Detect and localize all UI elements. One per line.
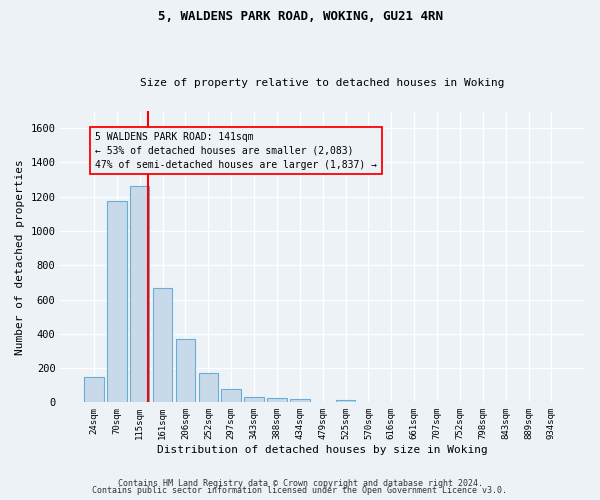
Bar <box>199 373 218 402</box>
Bar <box>153 288 172 403</box>
Bar <box>221 388 241 402</box>
Text: Contains HM Land Registry data © Crown copyright and database right 2024.: Contains HM Land Registry data © Crown c… <box>118 478 482 488</box>
X-axis label: Distribution of detached houses by size in Woking: Distribution of detached houses by size … <box>157 445 488 455</box>
Bar <box>290 399 310 402</box>
Y-axis label: Number of detached properties: Number of detached properties <box>15 159 25 354</box>
Bar <box>107 201 127 402</box>
Bar <box>336 400 355 402</box>
Bar <box>176 339 195 402</box>
Text: Contains public sector information licensed under the Open Government Licence v3: Contains public sector information licen… <box>92 486 508 495</box>
Title: Size of property relative to detached houses in Woking: Size of property relative to detached ho… <box>140 78 505 88</box>
Bar <box>267 398 287 402</box>
Text: 5, WALDENS PARK ROAD, WOKING, GU21 4RN: 5, WALDENS PARK ROAD, WOKING, GU21 4RN <box>157 10 443 23</box>
Text: 5 WALDENS PARK ROAD: 141sqm
← 53% of detached houses are smaller (2,083)
47% of : 5 WALDENS PARK ROAD: 141sqm ← 53% of det… <box>95 132 377 170</box>
Bar <box>84 376 104 402</box>
Bar <box>130 186 149 402</box>
Bar <box>244 397 264 402</box>
